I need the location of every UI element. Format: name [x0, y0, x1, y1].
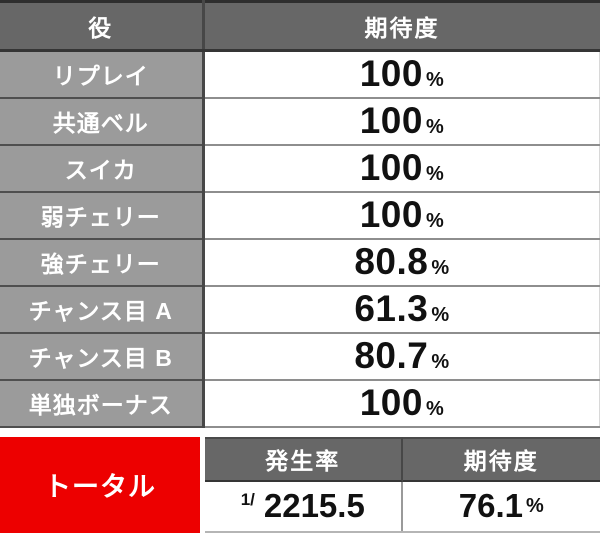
expectation-value: 80.8	[354, 241, 429, 282]
role-cell: スイカ	[0, 143, 205, 192]
role-expectation-table: 役 期待度 リプレイ 100% 共通ベル 100% スイカ 100% 弱チェリー…	[0, 0, 600, 428]
expectation-cell: 100%	[203, 96, 600, 145]
percent-unit: %	[425, 116, 444, 138]
total-expectation-cell: 76.1 %	[402, 481, 600, 531]
expectation-value: 100	[359, 53, 423, 95]
total-expectation-column-header: 期待度	[402, 436, 600, 482]
role-cell: リプレイ	[0, 50, 205, 98]
rate-column-header: 発生率	[205, 436, 403, 482]
fraction-prefix: 1/	[240, 489, 255, 509]
expectation-cell: 80.7%	[203, 331, 600, 380]
expectation-cell: 100%	[203, 143, 600, 192]
table-row: 強チェリー 80.8%	[0, 237, 600, 286]
total-expectation-value: 76.1	[458, 487, 523, 524]
percent-unit: %	[525, 494, 544, 517]
table-row: 単独ボーナス 100%	[0, 378, 600, 428]
percent-unit: %	[431, 304, 450, 326]
role-cell: 強チェリー	[0, 237, 205, 286]
role-cell: 共通ベル	[0, 96, 205, 145]
percent-unit: %	[425, 69, 444, 92]
expectation-value: 100	[359, 147, 423, 188]
table-row: 共通ベル 100%	[0, 96, 600, 145]
role-cell: 弱チェリー	[0, 190, 205, 239]
percent-unit: %	[431, 257, 450, 279]
total-grid: 発生率 期待度 1/ 2215.5 76.1 %	[205, 436, 600, 533]
total-label: トータル	[0, 436, 200, 533]
table-row: スイカ 100%	[0, 143, 600, 192]
role-cell: 単独ボーナス	[0, 378, 205, 428]
role-cell: チャンス目 A	[0, 284, 205, 333]
table-row: チャンス目 A 61.3%	[0, 284, 600, 333]
expectation-value: 80.7	[354, 335, 429, 376]
percent-unit: %	[425, 163, 444, 185]
header-row: 役 期待度	[0, 0, 600, 52]
expectation-cell: 100%	[203, 50, 600, 98]
percent-unit: %	[431, 351, 450, 373]
percent-unit: %	[425, 398, 444, 420]
total-rate-cell: 1/ 2215.5	[205, 481, 403, 531]
expectation-value: 61.3	[354, 288, 429, 329]
total-rate-value: 2215.5	[263, 487, 365, 524]
percent-unit: %	[425, 210, 444, 232]
role-column-header: 役	[0, 0, 205, 52]
total-section: トータル 発生率 期待度 1/ 2215.5 76.1 %	[0, 436, 600, 533]
expectation-value: 100	[359, 382, 423, 423]
table-row: 弱チェリー 100%	[0, 190, 600, 239]
table-row: チャンス目 B 80.7%	[0, 331, 600, 380]
expectation-value: 100	[359, 194, 423, 235]
table-row: リプレイ 100%	[0, 50, 600, 98]
expectation-cell: 61.3%	[203, 284, 600, 333]
role-cell: チャンス目 B	[0, 331, 205, 380]
expectation-cell: 80.8%	[203, 237, 600, 286]
expectation-cell: 100%	[203, 190, 600, 239]
expectation-value: 100	[359, 100, 423, 141]
expectation-column-header: 期待度	[203, 0, 600, 52]
expectation-cell: 100%	[203, 378, 600, 428]
